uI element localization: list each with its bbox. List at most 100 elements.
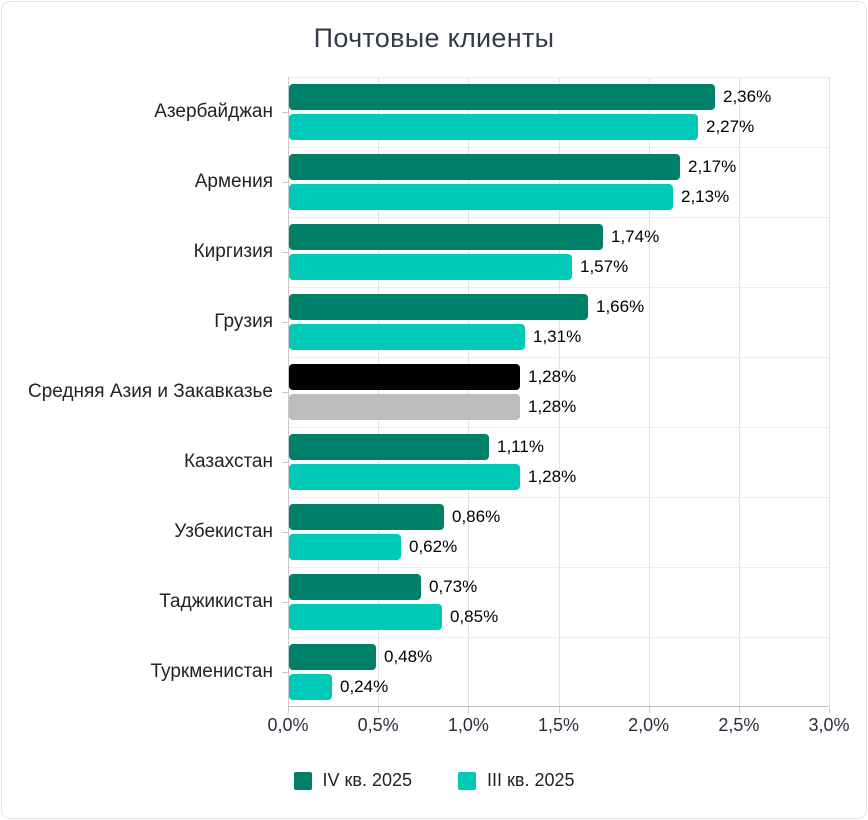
legend-swatch-icon (458, 771, 476, 790)
horizontal-gridline (289, 287, 829, 288)
category-tick (282, 322, 289, 323)
bar-group: 1,66% 1,31% (289, 287, 829, 357)
bar-group: 2,17% 2,13% (289, 147, 829, 217)
category-tick (282, 672, 289, 673)
category-tick (282, 462, 289, 463)
category-tick (282, 252, 289, 253)
bar-value-label: 2,13% (681, 187, 730, 206)
bar-group: 1,28% 1,28% (289, 357, 829, 427)
bar-value-label: 0,62% (409, 537, 458, 556)
bar-value-label: 1,28% (528, 397, 577, 416)
category-label: Средняя Азия и Закавказье (27, 381, 273, 403)
category-tick (282, 392, 289, 393)
bar-series-2[interactable] (289, 324, 525, 350)
x-axis-tick (288, 707, 289, 713)
legend-item-series-2[interactable]: III кв. 2025 (458, 770, 575, 791)
legend-item-series-1[interactable]: IV кв. 2025 (293, 770, 413, 791)
category-label: Грузия (214, 311, 273, 333)
x-tick-label: 0,5% (357, 715, 399, 735)
horizontal-gridline (289, 637, 829, 638)
x-tick-label: 2,0% (628, 715, 670, 735)
legend: IV кв. 2025 III кв. 2025 (2, 770, 866, 791)
vertical-gridline (378, 77, 380, 706)
chart-title: Почтовые клиенты (313, 23, 555, 53)
bar-series-1[interactable] (289, 224, 603, 250)
bar-series-1[interactable] (289, 294, 588, 320)
bar-group: 0,86% 0,62% (289, 497, 829, 567)
bar-value-label: 1,31% (533, 327, 582, 346)
bar-highlight-series-2[interactable] (289, 394, 520, 420)
horizontal-gridline (289, 357, 829, 358)
bar-group: 1,11% 1,28% (289, 427, 829, 497)
legend-label: IV кв. 2025 (322, 770, 413, 790)
vertical-gridline (829, 77, 830, 706)
bar-value-label: 0,24% (340, 677, 389, 696)
horizontal-gridline (289, 567, 829, 568)
horizontal-gridline (289, 147, 829, 148)
category-label: Азербайджан (154, 101, 273, 123)
bar-series-2[interactable] (289, 674, 332, 700)
bar-value-label: 1,74% (611, 227, 660, 246)
x-tick-label: 3,0% (808, 715, 850, 735)
x-tick-label: 1,0% (447, 715, 489, 735)
bar-series-1[interactable] (289, 644, 376, 670)
horizontal-gridline (289, 77, 829, 78)
y-axis-labels: Азербайджан Армения Киргизия Грузия Средняя … (2, 77, 281, 707)
category-label: Киргизия (193, 241, 273, 263)
category-label: Таджикистан (159, 591, 273, 613)
bar-series-1[interactable] (289, 504, 444, 530)
bar-group: 1,74% 1,57% (289, 217, 829, 287)
x-axis-tick (648, 707, 650, 713)
bar-value-label: 1,28% (528, 467, 577, 486)
x-axis-tick (468, 707, 470, 713)
bar-value-label: 0,73% (429, 577, 478, 596)
bar-value-label: 0,86% (452, 507, 501, 526)
x-axis-tick (738, 707, 740, 713)
legend-label: III кв. 2025 (487, 770, 575, 790)
bar-value-label: 1,28% (528, 367, 577, 386)
bar-series-2[interactable] (289, 464, 520, 490)
category-tick (282, 182, 289, 183)
x-axis-tick (829, 707, 830, 713)
category-label: Туркменистан (150, 661, 274, 683)
bar-group: 0,48% 0,24% (289, 637, 829, 707)
vertical-gridline (648, 77, 650, 706)
category-label: Узбекистан (174, 521, 273, 543)
bar-value-label: 0,85% (450, 607, 499, 626)
bar-value-label: 1,66% (596, 297, 645, 316)
bar-series-1[interactable] (289, 434, 489, 460)
x-axis-tick (378, 707, 380, 713)
bar-group: 0,73% 0,85% (289, 567, 829, 637)
bar-series-2[interactable] (289, 184, 673, 210)
x-axis-labels: 0,0% 0,5% 1,0% 1,5% 2,0% 2,5% 3,0% (267, 715, 849, 741)
bar-series-2[interactable] (289, 114, 698, 140)
bar-series-1[interactable] (289, 84, 715, 110)
bar-value-label: 0,48% (384, 647, 433, 666)
bar-value-label: 1,57% (580, 257, 629, 276)
bar-series-2[interactable] (289, 604, 442, 630)
bar-highlight-series-1[interactable] (289, 364, 520, 390)
category-label: Казахстан (183, 451, 273, 473)
bar-group: 2,36% 2,27% (289, 77, 829, 147)
bar-value-label: 1,11% (497, 437, 544, 456)
vertical-gridline (738, 77, 740, 706)
bar-series-2[interactable] (289, 254, 572, 280)
category-tick (282, 602, 289, 603)
bar-value-label: 2,17% (688, 157, 737, 176)
x-tick-label: 0,0% (267, 715, 309, 735)
vertical-gridline (558, 77, 560, 706)
vertical-gridline (468, 77, 470, 706)
category-label: Армения (194, 171, 273, 193)
bar-value-label: 2,36% (723, 87, 772, 106)
x-tick-label: 2,5% (718, 715, 760, 735)
horizontal-gridline (289, 427, 829, 428)
bar-value-label: 2,27% (706, 117, 755, 136)
x-axis-tick (558, 707, 560, 713)
plot-area: 2,36% 2,27% 2,17% 2,13% 1,74% 1,57% 1,66% 1,31%… (282, 77, 830, 713)
bar-series-1[interactable] (289, 154, 680, 180)
bar-series-2[interactable] (289, 534, 401, 560)
bar-series-1[interactable] (289, 574, 421, 600)
legend-swatch-icon (293, 771, 312, 790)
category-tick (282, 112, 289, 113)
